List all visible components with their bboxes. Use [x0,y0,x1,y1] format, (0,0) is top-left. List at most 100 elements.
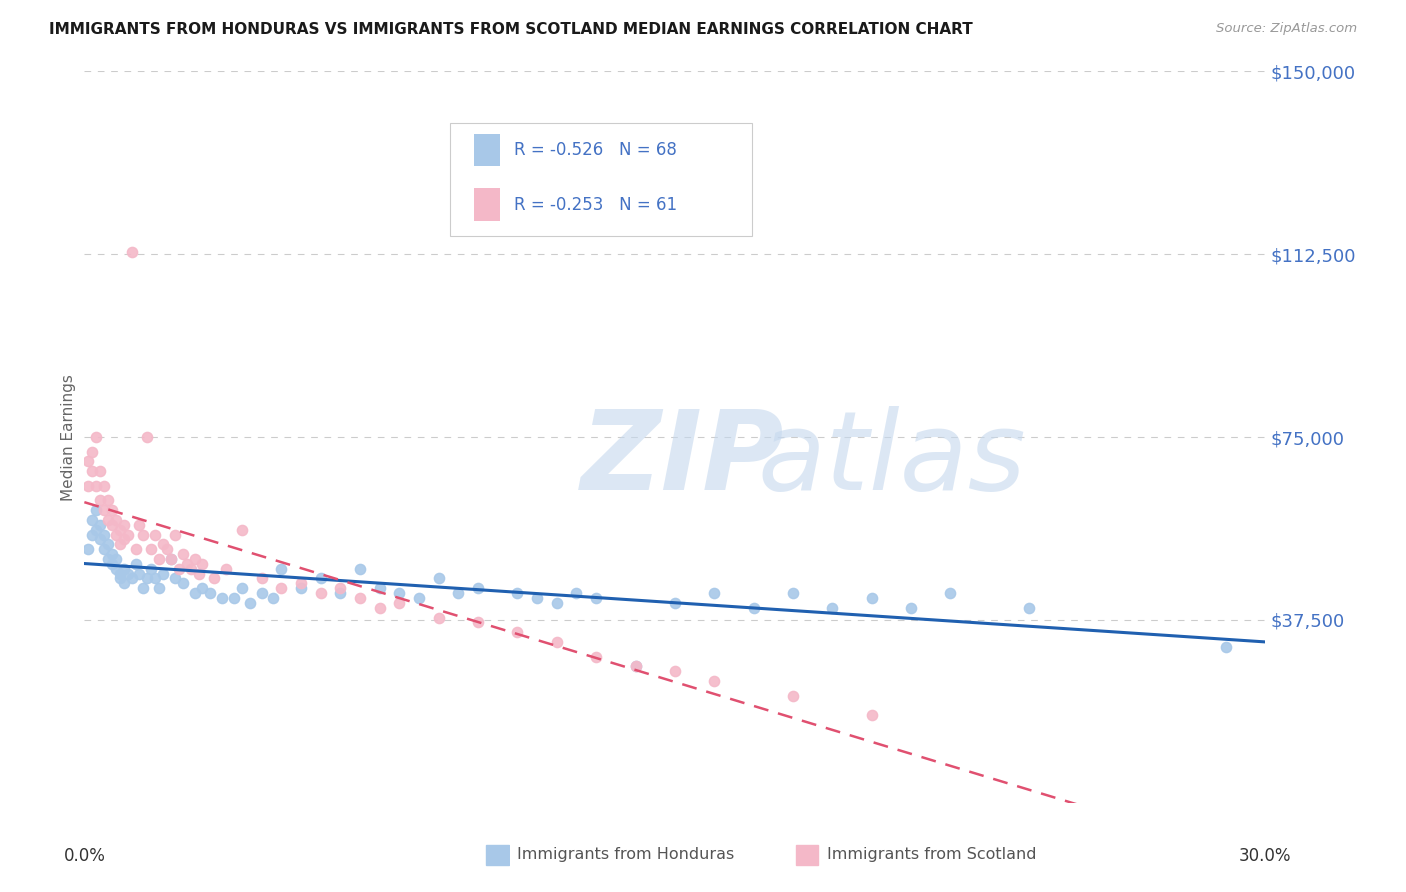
Point [77,454,100,468]
Point [231,581,253,595]
Point [427,572,450,586]
Point [108,566,131,581]
Point [117,527,139,541]
Text: Immigrants from Honduras: Immigrants from Honduras [517,847,735,862]
Point [156,542,179,557]
Point [101,557,124,571]
Point [388,596,411,610]
Point [82,464,104,478]
Point [239,596,262,610]
Point [191,581,214,595]
Point [132,581,155,595]
Point [77,479,100,493]
Point [506,586,529,600]
Point [329,586,352,600]
Point [900,600,922,615]
Point [82,513,104,527]
Point [132,527,155,541]
Point [89,493,111,508]
Text: ZIP: ZIP [581,406,785,513]
Point [141,562,163,576]
Point [368,600,391,615]
Point [703,586,725,600]
Point [112,576,135,591]
Point [97,552,120,566]
Point [104,527,127,541]
Bar [474,188,501,221]
Point [101,503,124,517]
Point [427,610,450,624]
Point [84,479,107,493]
Point [112,517,135,532]
Point [108,572,131,586]
Point [782,586,804,600]
Point [388,586,411,600]
Point [526,591,548,605]
Point [290,576,312,591]
Point [136,430,159,444]
Point [160,552,183,566]
Point [93,527,115,541]
Text: atlas: atlas [758,406,1026,513]
Point [467,615,489,630]
Point [108,537,131,551]
Point [82,444,104,458]
Point [160,552,183,566]
Text: Source: ZipAtlas.com: Source: ZipAtlas.com [1216,22,1357,36]
Point [93,479,115,493]
Point [231,523,253,537]
Point [860,708,883,723]
Point [84,503,107,517]
Bar [486,845,509,864]
Point [152,537,174,551]
Point [77,542,100,557]
Point [309,572,332,586]
Point [1215,640,1237,654]
Point [262,591,284,605]
Point [290,581,312,595]
Point [467,581,489,595]
Point [148,581,170,595]
Point [108,523,131,537]
Point [270,562,292,576]
Point [546,635,568,649]
Point [97,513,120,527]
Point [128,566,150,581]
Point [270,581,292,595]
Text: IMMIGRANTS FROM HONDURAS VS IMMIGRANTS FROM SCOTLAND MEDIAN EARNINGS CORRELATION: IMMIGRANTS FROM HONDURAS VS IMMIGRANTS F… [49,22,973,37]
Point [624,659,647,673]
Point [104,562,127,576]
Point [163,572,186,586]
Point [329,581,352,595]
Point [121,244,143,259]
FancyBboxPatch shape [450,122,752,235]
Point [447,586,470,600]
Point [172,576,194,591]
Bar [474,134,501,167]
Point [93,503,115,517]
Text: 30.0%: 30.0% [1239,847,1292,864]
Point [117,566,139,581]
Point [128,517,150,532]
Point [222,591,245,605]
Text: R = -0.526   N = 68: R = -0.526 N = 68 [515,141,678,159]
Point [585,591,607,605]
Point [84,523,107,537]
Point [152,566,174,581]
Point [211,591,233,605]
Text: 0.0%: 0.0% [63,847,105,864]
Point [124,542,146,557]
Point [250,586,273,600]
Point [141,542,163,557]
Text: Immigrants from Scotland: Immigrants from Scotland [827,847,1036,862]
Point [97,493,120,508]
Point [624,659,647,673]
Point [89,533,111,547]
Point [136,572,159,586]
Point [97,537,120,551]
Point [742,600,765,615]
Point [163,527,186,541]
Point [664,664,686,678]
Point [84,430,107,444]
Point [167,562,190,576]
